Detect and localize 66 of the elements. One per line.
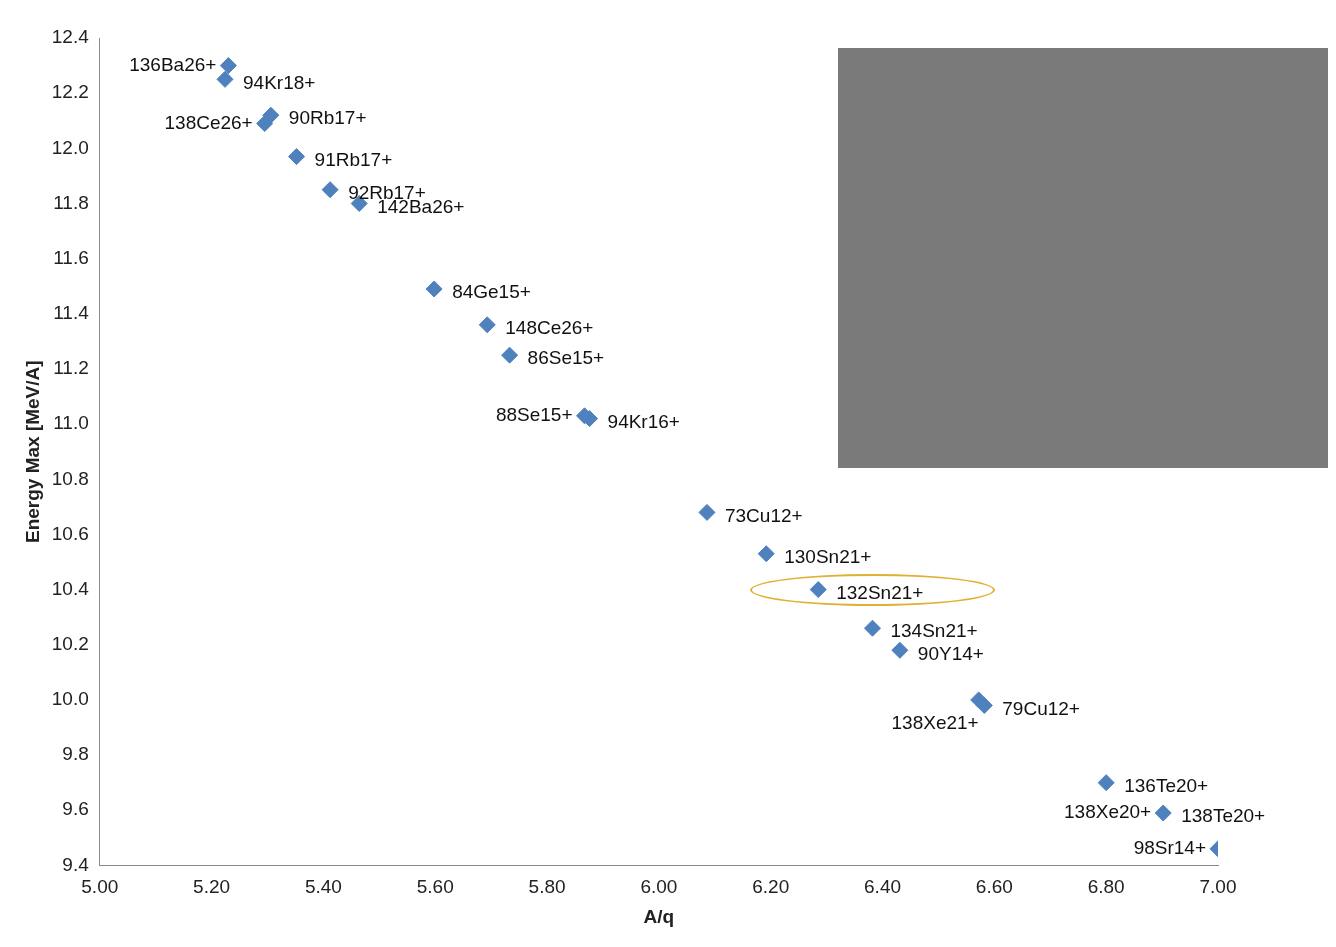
y-tick-label: 10.6	[51, 522, 89, 544]
y-tick-label: 12.2	[51, 81, 89, 103]
y-tick-label: 10.8	[51, 467, 89, 489]
x-tick-label: 6.00	[640, 876, 678, 898]
annotation: 79Cu12+	[1002, 697, 1080, 719]
annotation: 98Sr14+	[1133, 837, 1206, 859]
y-tick-label: 12.4	[51, 26, 90, 48]
y-tick-label: 11.0	[53, 412, 89, 434]
annotation: 86Se15+	[527, 347, 605, 369]
x-axis-title: A/q	[643, 905, 675, 927]
y-tick-label: 10.0	[51, 688, 89, 710]
x-tick-label: 5.00	[81, 876, 119, 898]
annotation: 132Sn21+	[836, 581, 924, 603]
annotation: 138Xe20+	[1064, 801, 1152, 823]
annotation: 138Ce26+	[164, 111, 253, 133]
y-tick-label: 9.6	[62, 798, 89, 820]
annotation: 91Rb17+	[314, 148, 393, 170]
point	[219, 57, 237, 75]
y-tick-label: 11.6	[53, 246, 89, 268]
annotation: 90Y14+	[917, 642, 984, 664]
y-axis-title: Energy Max [MeV/A]	[21, 360, 43, 544]
point	[1154, 804, 1172, 822]
x-tick-label: 6.40	[864, 876, 902, 898]
annotation: 134Sn21+	[890, 620, 978, 642]
annotation: 130Sn21+	[784, 545, 872, 567]
point	[809, 581, 827, 599]
x-tick-label: 5.60	[416, 876, 454, 898]
y-tick-label: 12.0	[51, 136, 89, 158]
point	[975, 696, 993, 714]
annotation: 136Ba26+	[129, 53, 217, 75]
point	[698, 503, 716, 521]
annotation: 90Rb17+	[288, 107, 367, 129]
point	[501, 346, 519, 364]
point	[891, 641, 909, 659]
x-tick-label: 6.80	[1087, 876, 1125, 898]
x-tick-label: 5.20	[193, 876, 231, 898]
y-tick-label: 11.2	[53, 357, 89, 379]
point	[262, 106, 280, 124]
x-tick-label: 6.20	[752, 876, 790, 898]
annotation: 148Ce26+	[505, 317, 594, 339]
annotation: 88Se15+	[495, 404, 573, 426]
x-tick-label: 6.60	[975, 876, 1013, 898]
y-tick-label: 9.4	[62, 853, 90, 875]
x-tick-label: 5.80	[528, 876, 566, 898]
annotation: 136Te20+	[1124, 774, 1209, 796]
point	[1097, 774, 1115, 792]
annotation: 84Ge15+	[452, 281, 531, 303]
point	[757, 545, 775, 563]
x-tick-label: 7.00	[1199, 876, 1237, 898]
annotation: 94Kr16+	[607, 410, 680, 432]
y-tick-label: 11.8	[53, 191, 89, 213]
point	[478, 316, 496, 334]
y-tick-label: 9.8	[62, 743, 89, 765]
point	[863, 619, 881, 637]
annotation: 94Kr18+	[243, 71, 316, 93]
annotation: 138Te20+	[1181, 805, 1266, 827]
y-tick-label: 11.4	[53, 302, 90, 324]
point	[288, 148, 306, 166]
point	[216, 70, 234, 88]
y-tick-label: 10.4	[51, 577, 90, 599]
annotation: 138Xe21+	[891, 712, 979, 734]
point	[425, 280, 443, 298]
point	[321, 181, 339, 199]
x-tick-label: 5.40	[304, 876, 342, 898]
y-tick-label: 10.2	[51, 632, 89, 654]
annotation: 73Cu12+	[724, 504, 803, 526]
